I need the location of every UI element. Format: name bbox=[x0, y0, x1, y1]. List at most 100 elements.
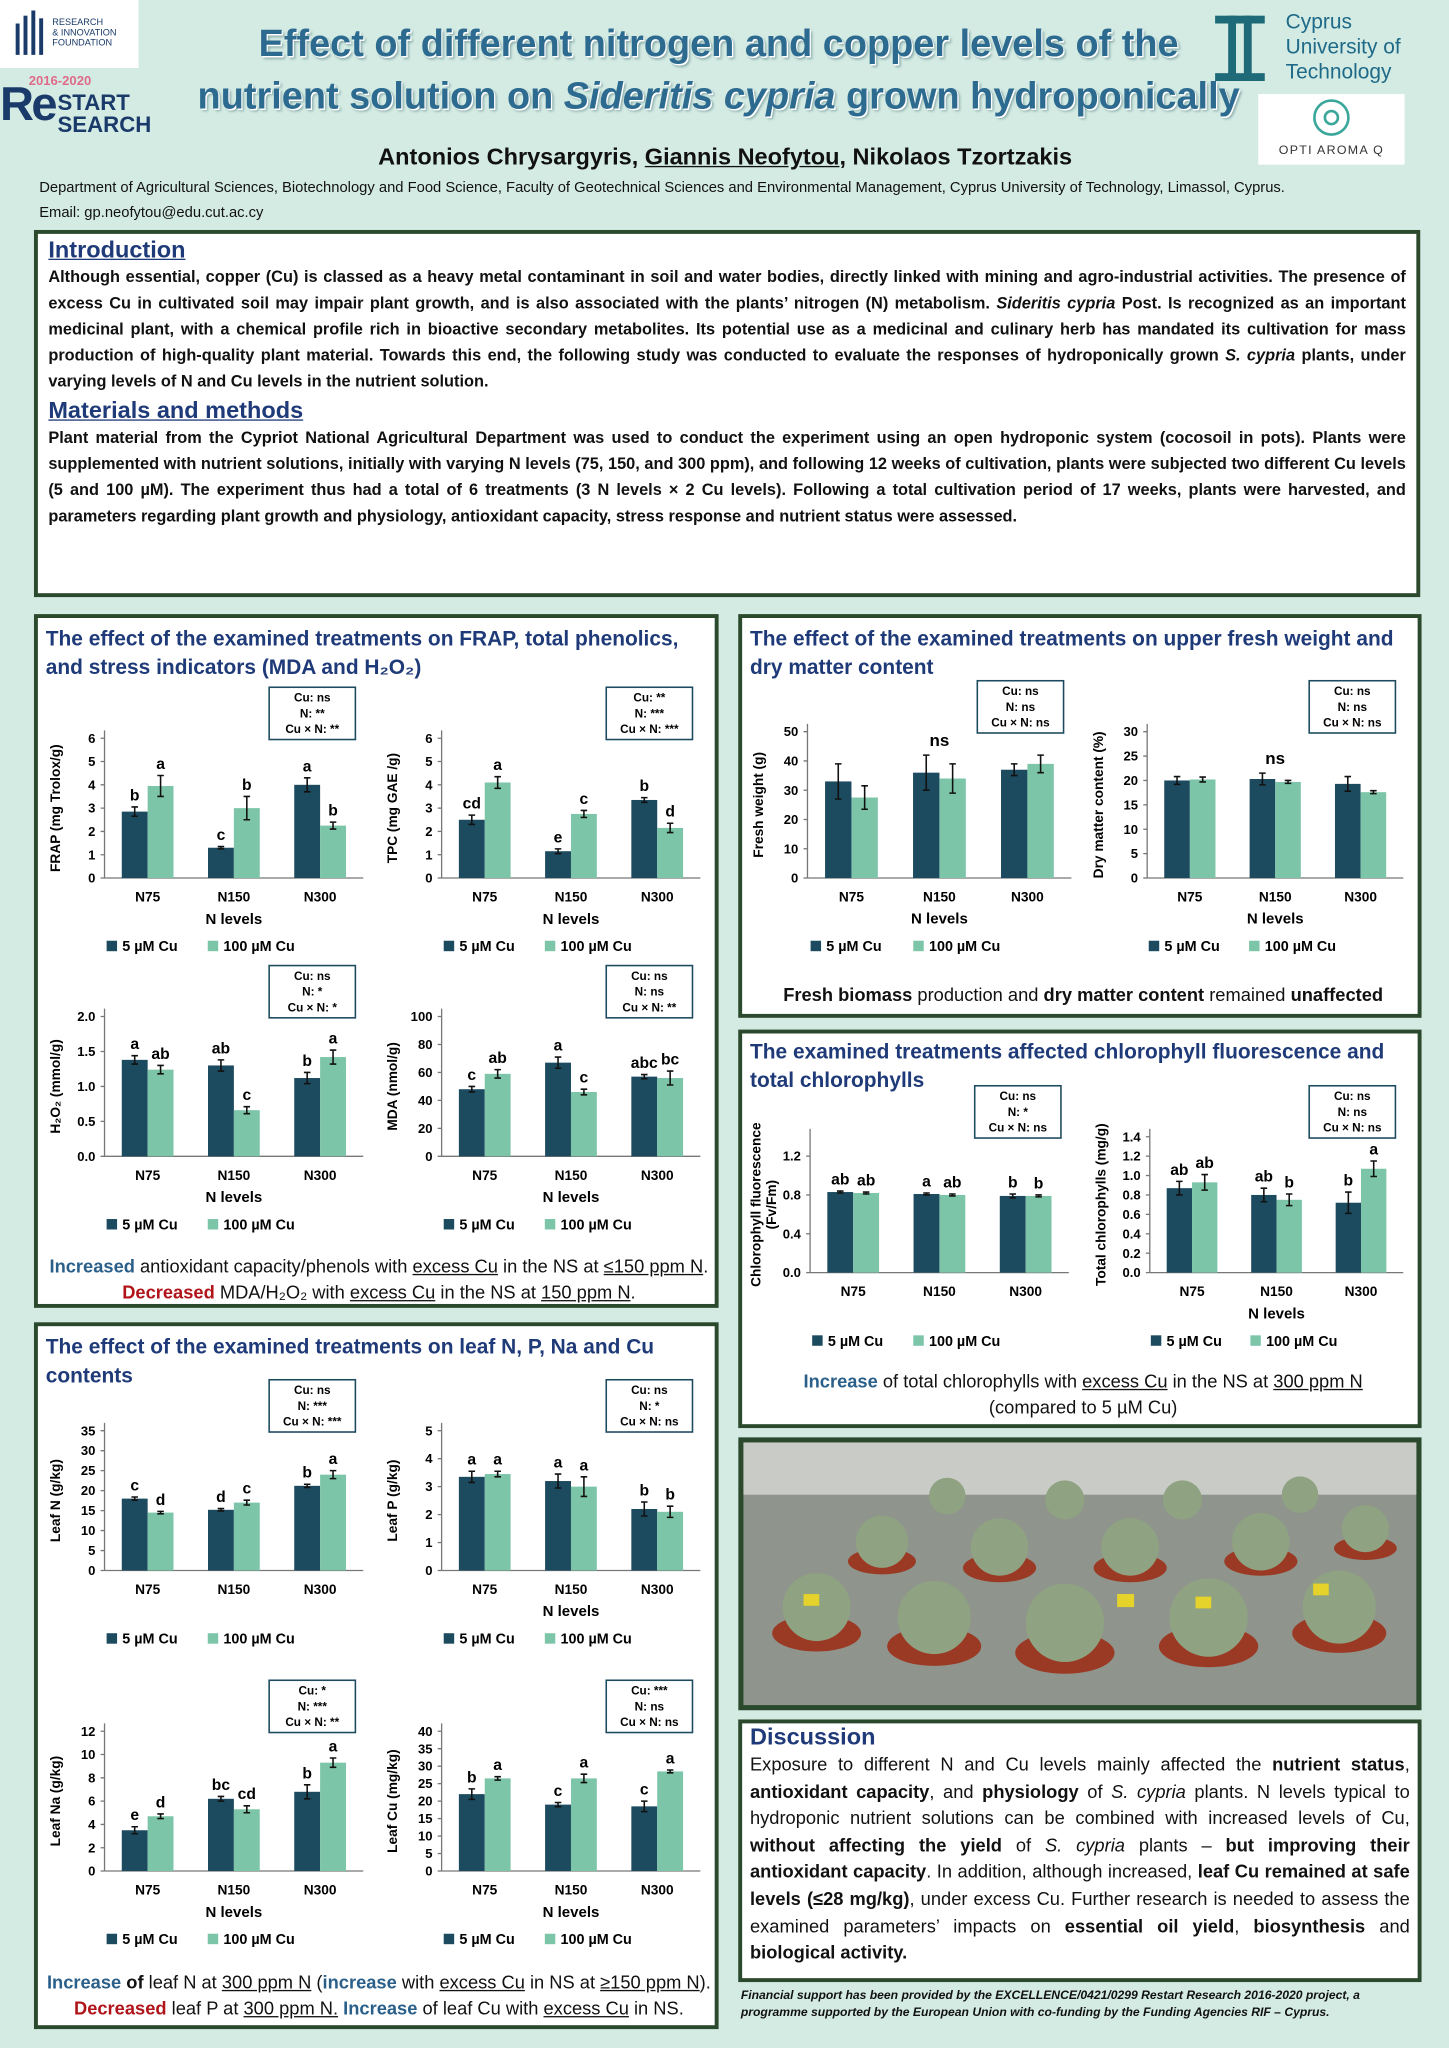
y-tick-label: 10 bbox=[81, 1747, 96, 1762]
significance-letter: c bbox=[640, 1782, 649, 1799]
error-bar bbox=[1035, 1194, 1042, 1198]
y-tick-label: 6 bbox=[88, 1794, 95, 1809]
bar bbox=[320, 825, 346, 879]
significance-letter: cd bbox=[463, 796, 481, 813]
stats-box bbox=[268, 964, 357, 1019]
bar bbox=[913, 1193, 940, 1273]
y-tick-label: 2 bbox=[425, 824, 432, 839]
legend-swatch bbox=[443, 940, 455, 952]
text-run: in the NS at bbox=[1167, 1370, 1274, 1392]
significance-letter: d bbox=[156, 1794, 166, 1811]
text-run: physiology bbox=[982, 1780, 1079, 1802]
bar bbox=[1027, 763, 1054, 879]
significance-letter: ab bbox=[212, 1040, 230, 1057]
x-tick-label: N300 bbox=[304, 1883, 337, 1898]
error-bar bbox=[243, 795, 251, 821]
plant-photo bbox=[738, 1437, 1422, 1711]
text-run: Although essential, copper (Cu) is class… bbox=[48, 267, 1406, 313]
legend-label: 5 µM Cu bbox=[459, 1932, 514, 1948]
text-run: increase bbox=[322, 1971, 397, 1993]
stats-box bbox=[605, 1378, 694, 1433]
y-tick-label: 0 bbox=[88, 871, 95, 886]
rif-icon bbox=[15, 10, 44, 55]
text-run: and bbox=[1365, 1914, 1410, 1936]
x-tick-label: N150 bbox=[1260, 1284, 1293, 1299]
email: Email: gp.neofytou@edu.cut.ac.cy bbox=[39, 205, 264, 221]
stats-line: Cu × N: *** bbox=[283, 1415, 342, 1428]
error-bar bbox=[131, 806, 138, 818]
significance-letter: b bbox=[242, 777, 252, 794]
leaf-cu-chart: Leaf Cu (mg/kg) 0 5 10 15 20 25 30 35 40 N75 N150 N3… bbox=[385, 1679, 701, 1948]
error-bar bbox=[303, 777, 311, 793]
x-tick-label: N150 bbox=[923, 1284, 956, 1299]
antioxidant-panel: The effect of the examined treatments on… bbox=[33, 614, 719, 1308]
error-bar bbox=[1201, 1173, 1208, 1191]
bar bbox=[147, 1069, 174, 1157]
x-axis-label: N levels bbox=[1247, 911, 1304, 928]
text-run: 300 ppm N. bbox=[243, 1997, 339, 2019]
bar bbox=[1249, 779, 1276, 879]
stats-line: Cu × N: ** bbox=[622, 1001, 676, 1014]
y-tick-label: 0.4 bbox=[783, 1226, 802, 1241]
significance-letter: a bbox=[554, 1455, 563, 1472]
y-tick-label: 0 bbox=[88, 1864, 95, 1879]
error-bar bbox=[666, 1070, 674, 1086]
legend-label: 100 µM Cu bbox=[561, 1217, 632, 1233]
error-bar bbox=[666, 1505, 674, 1519]
text-run: . bbox=[703, 1255, 709, 1277]
discussion-text: Exposure to different N and Cu levels ma… bbox=[750, 1751, 1410, 1966]
opti-text: OPTI AROMA Q bbox=[1278, 143, 1385, 159]
y-tick-label: 20 bbox=[1124, 773, 1139, 788]
error-bar bbox=[217, 1059, 225, 1072]
y-tick-label: 4 bbox=[88, 1817, 96, 1832]
y-axis-label: Leaf Na (g/kg) bbox=[48, 1756, 63, 1847]
y-tick-label: 0 bbox=[1131, 871, 1138, 886]
legend-label: 100 µM Cu bbox=[223, 1632, 294, 1648]
cut-text: Technology bbox=[1285, 61, 1392, 84]
legend-swatch bbox=[913, 1335, 924, 1346]
significance-letter: d bbox=[156, 1492, 166, 1509]
bar bbox=[657, 1771, 684, 1872]
text-run: plants. N levels typical to hydroponic n… bbox=[749, 1780, 1410, 1829]
significance-letter: c bbox=[580, 791, 589, 808]
stats-line: Cu × N: ns bbox=[989, 1121, 1048, 1134]
y-axis-label: TPC (mg GAE /g) bbox=[385, 753, 400, 863]
chlorophyll-chart: Total chlorophylls (mg/g) 0.0 0.2 0.4 0.6 0.8… bbox=[1093, 1084, 1404, 1350]
bar bbox=[570, 1092, 597, 1157]
significance-letter: b bbox=[1034, 1175, 1044, 1192]
text-run: Post. Is recognized as an important medi… bbox=[48, 293, 1406, 365]
bar bbox=[1276, 1199, 1302, 1273]
bar bbox=[294, 1485, 321, 1571]
bar bbox=[458, 819, 485, 879]
error-bar bbox=[1285, 1193, 1293, 1207]
x-axis-label: N levels bbox=[205, 911, 262, 928]
error-bar bbox=[666, 822, 674, 834]
error-bar bbox=[861, 785, 868, 811]
bar bbox=[1025, 1195, 1052, 1273]
y-tick-label: 0 bbox=[791, 871, 798, 886]
bar bbox=[631, 799, 658, 879]
intro-box: Introduction Although essential, copper … bbox=[33, 229, 1421, 598]
significance-letter: c bbox=[130, 1477, 139, 1494]
x-axis-label: N levels bbox=[205, 1904, 262, 1921]
restart-years: 2016-2020 bbox=[28, 74, 92, 89]
y-tick-label: 0 bbox=[425, 871, 432, 886]
x-tick-label: N75 bbox=[135, 1582, 161, 1597]
stats-box bbox=[268, 1378, 357, 1433]
x-tick-label: N300 bbox=[641, 1582, 674, 1597]
error-bar bbox=[157, 774, 164, 798]
annotation: ns bbox=[930, 731, 950, 750]
panel-caption: Increase of leaf N at 300 ppm N (increas… bbox=[43, 1969, 715, 2021]
significance-letter: a bbox=[303, 758, 312, 775]
x-tick-label: N150 bbox=[555, 890, 588, 905]
x-tick-label: N75 bbox=[135, 1883, 161, 1898]
error-bar bbox=[580, 809, 588, 819]
bar bbox=[484, 1073, 511, 1157]
text-run: excess Cu bbox=[412, 1255, 498, 1277]
cut-text: University of bbox=[1285, 36, 1401, 59]
stats-line: Cu × N: * bbox=[288, 1001, 338, 1014]
y-tick-label: 15 bbox=[1124, 797, 1139, 812]
text-run: Fresh biomass bbox=[783, 983, 913, 1005]
error-bar bbox=[131, 1054, 138, 1065]
legend-label: 100 µM Cu bbox=[561, 1932, 632, 1948]
